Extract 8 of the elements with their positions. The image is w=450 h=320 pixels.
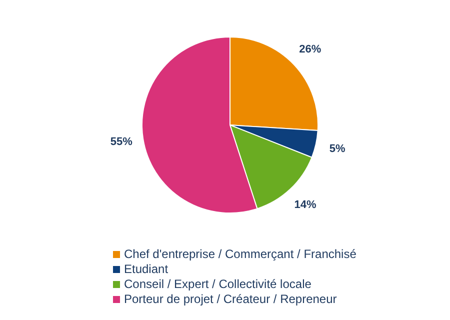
data-label: 26% bbox=[299, 44, 322, 56]
data-label: 14% bbox=[294, 199, 317, 212]
legend-label: Conseil / Expert / Collectivité locale bbox=[124, 277, 312, 291]
legend-label: Chef d'entreprise / Commerçant / Franchisé bbox=[124, 247, 356, 261]
data-label: 55% bbox=[110, 136, 133, 148]
data-label: 5% bbox=[329, 142, 346, 155]
legend-label: Etudiant bbox=[124, 262, 168, 276]
legend-label: Porteur de projet / Créateur / Repreneur bbox=[124, 292, 337, 306]
